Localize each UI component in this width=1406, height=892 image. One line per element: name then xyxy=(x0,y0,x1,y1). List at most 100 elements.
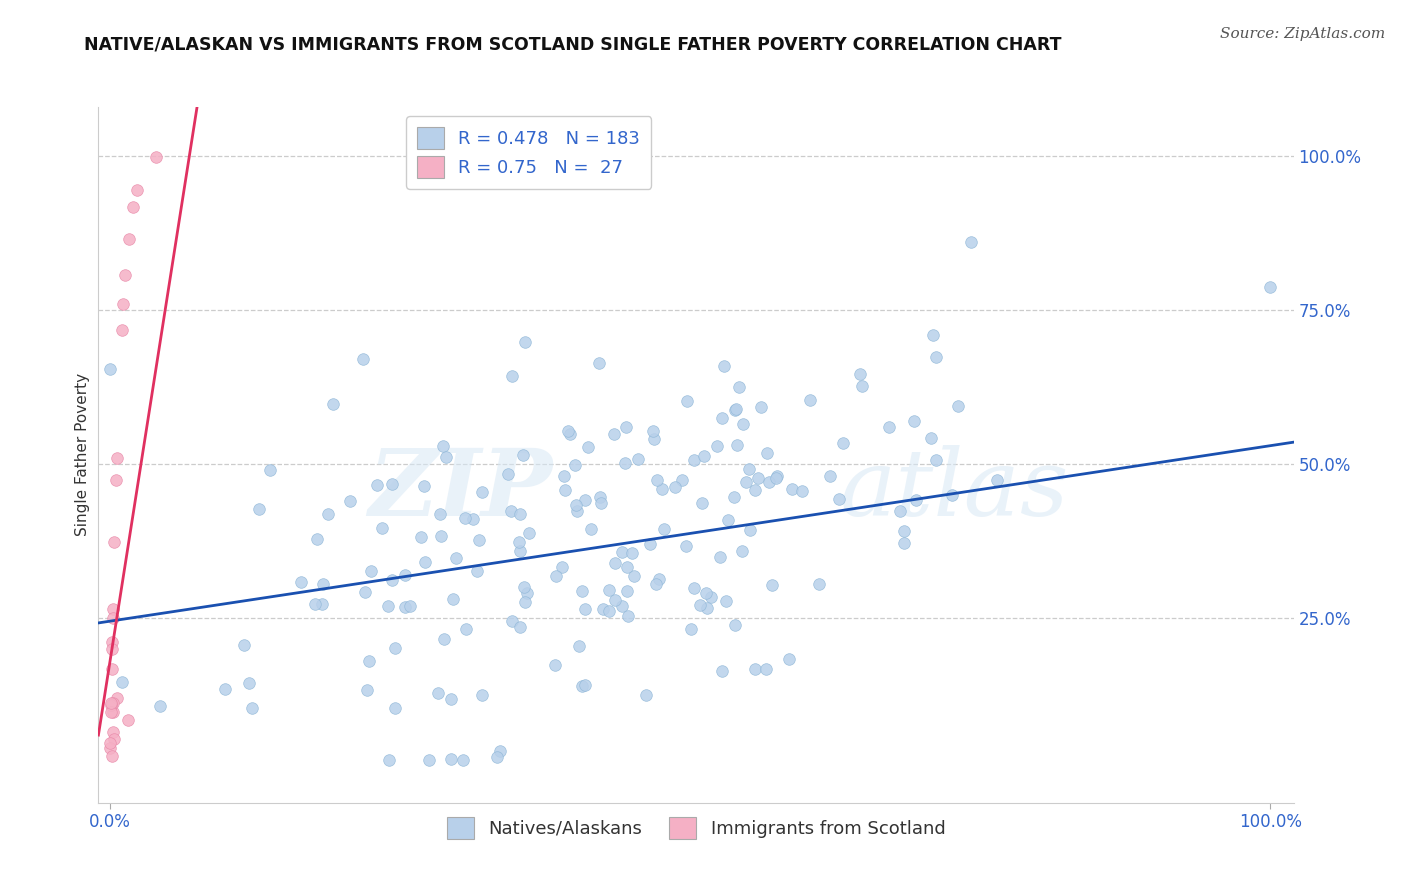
Point xyxy=(744,662,766,676)
Point xyxy=(700,590,723,604)
Point xyxy=(643,425,665,439)
Point xyxy=(790,483,813,498)
Point xyxy=(471,485,494,500)
Point xyxy=(432,439,454,453)
Point xyxy=(105,451,128,466)
Point xyxy=(617,608,640,623)
Point xyxy=(488,744,510,758)
Point xyxy=(322,397,344,411)
Point xyxy=(727,380,749,394)
Point xyxy=(471,688,494,702)
Point xyxy=(517,525,540,540)
Point xyxy=(304,597,326,611)
Point xyxy=(103,535,125,549)
Point xyxy=(356,683,378,698)
Point xyxy=(603,593,626,607)
Point xyxy=(465,564,488,578)
Point xyxy=(557,425,579,439)
Point xyxy=(122,200,145,214)
Point xyxy=(574,602,596,616)
Point xyxy=(103,731,125,746)
Point xyxy=(735,475,758,489)
Point xyxy=(689,598,711,612)
Point xyxy=(105,691,128,706)
Point xyxy=(893,536,915,550)
Point xyxy=(675,539,697,553)
Point xyxy=(579,523,602,537)
Point xyxy=(440,691,463,706)
Point xyxy=(724,401,747,416)
Point xyxy=(576,440,599,454)
Point xyxy=(647,572,669,586)
Point xyxy=(598,604,620,618)
Point xyxy=(513,334,536,349)
Point xyxy=(636,688,658,702)
Text: ZIP: ZIP xyxy=(368,445,553,534)
Point xyxy=(516,586,538,600)
Point xyxy=(1258,280,1281,294)
Point xyxy=(240,701,263,715)
Point xyxy=(454,622,477,636)
Point xyxy=(411,530,433,544)
Point xyxy=(621,546,644,560)
Point xyxy=(305,532,328,546)
Point xyxy=(696,601,718,615)
Point xyxy=(117,714,139,728)
Point xyxy=(501,368,523,383)
Point xyxy=(496,467,519,482)
Point xyxy=(381,573,404,587)
Point xyxy=(676,393,699,408)
Point xyxy=(103,696,125,710)
Point xyxy=(485,749,508,764)
Point xyxy=(104,474,127,488)
Point xyxy=(808,576,831,591)
Point xyxy=(125,183,148,197)
Point xyxy=(986,473,1008,487)
Point xyxy=(544,569,567,583)
Y-axis label: Single Father Poverty: Single Father Poverty xyxy=(75,374,90,536)
Point xyxy=(233,638,256,652)
Point xyxy=(426,686,449,700)
Point xyxy=(418,753,440,767)
Point xyxy=(384,641,406,656)
Point xyxy=(614,419,637,434)
Point xyxy=(100,736,122,750)
Point xyxy=(454,510,477,524)
Point xyxy=(645,576,668,591)
Point xyxy=(671,473,693,487)
Point xyxy=(592,602,614,616)
Point xyxy=(509,507,531,521)
Point xyxy=(509,544,531,558)
Point xyxy=(706,439,728,453)
Point xyxy=(100,696,122,710)
Point xyxy=(384,701,406,715)
Point xyxy=(571,583,593,598)
Point xyxy=(925,350,948,364)
Point xyxy=(778,652,800,666)
Point xyxy=(290,574,312,589)
Point xyxy=(612,545,634,559)
Point xyxy=(723,491,745,505)
Point xyxy=(645,473,668,487)
Point xyxy=(755,662,778,676)
Point xyxy=(664,480,686,494)
Point xyxy=(904,493,927,508)
Point xyxy=(761,577,783,591)
Point xyxy=(100,698,122,712)
Text: Source: ZipAtlas.com: Source: ZipAtlas.com xyxy=(1219,27,1385,41)
Point xyxy=(394,599,416,614)
Point xyxy=(851,379,873,393)
Point xyxy=(565,504,588,518)
Point xyxy=(744,483,766,497)
Point xyxy=(713,359,735,373)
Point xyxy=(366,478,388,492)
Point xyxy=(603,556,626,570)
Point xyxy=(717,513,740,527)
Point xyxy=(312,576,335,591)
Point xyxy=(799,393,821,408)
Point xyxy=(508,535,530,549)
Point xyxy=(710,664,733,678)
Point xyxy=(738,462,761,476)
Point xyxy=(758,475,780,489)
Point xyxy=(112,297,135,311)
